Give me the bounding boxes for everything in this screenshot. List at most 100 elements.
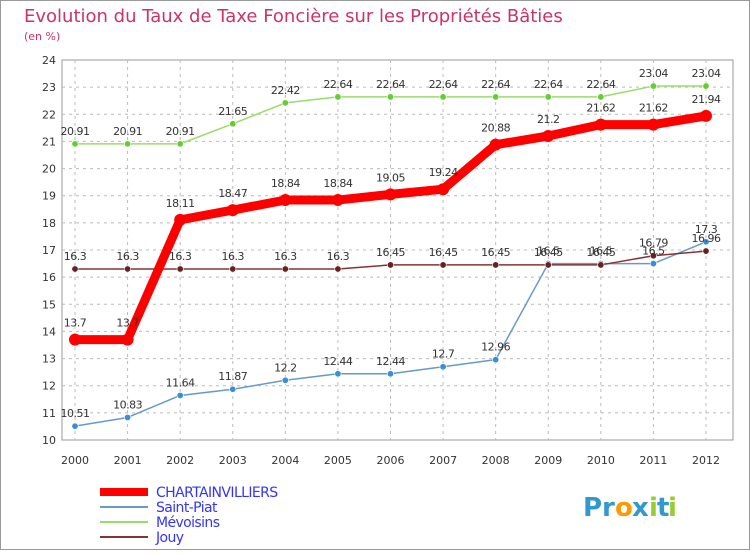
legend-label-jouy: Jouy: [155, 530, 184, 546]
data-label-chartainvilliers: 21.94: [692, 93, 721, 106]
data-label-chartainvilliers: 18.84: [271, 177, 300, 190]
data-label-mevoisins: 20.91: [61, 125, 90, 138]
chart-title: Evolution du Taux de Taxe Foncière sur l…: [24, 6, 563, 27]
data-label-chartainvilliers: 18.47: [218, 187, 247, 200]
data-label-saint-piat: 17.3: [695, 223, 718, 236]
data-label-mevoisins: 22.64: [534, 78, 563, 91]
data-label-mevoisins: 22.64: [481, 78, 510, 91]
data-point-saint-piat: [492, 356, 500, 364]
data-point-jouy: [439, 261, 447, 269]
data-point-mevoisins: [649, 82, 657, 90]
data-label-saint-piat: 10.83: [113, 398, 142, 411]
data-point-jouy: [492, 261, 500, 269]
data-label-saint-piat: 11.64: [166, 376, 195, 389]
x-tick-label: 2000: [61, 454, 89, 467]
data-label-chartainvilliers: 19.05: [376, 171, 405, 184]
data-point-chartainvilliers: [279, 194, 292, 207]
x-tick-label: 2011: [639, 454, 667, 467]
x-tick-label: 2005: [324, 454, 352, 467]
logo-letter: t: [657, 493, 669, 523]
data-point-chartainvilliers: [69, 333, 81, 346]
data-point-jouy: [597, 261, 605, 269]
data-point-saint-piat: [71, 422, 79, 430]
data-point-jouy: [649, 252, 657, 260]
data-label-mevoisins: 22.42: [271, 84, 300, 97]
x-tick-label: 2002: [166, 454, 194, 467]
data-label-saint-piat: 12.96: [481, 341, 510, 354]
logo-letter: i: [668, 493, 677, 523]
data-point-chartainvilliers: [594, 118, 607, 131]
data-label-saint-piat: 11.87: [218, 370, 247, 383]
data-label-jouy: 16.79: [639, 237, 668, 250]
data-label-jouy: 16.96: [692, 232, 721, 245]
data-point-mevoisins: [281, 99, 289, 107]
data-label-jouy: 16.45: [534, 246, 563, 259]
data-point-saint-piat: [649, 260, 657, 268]
data-label-chartainvilliers: 18.11: [166, 197, 195, 210]
y-tick-label: 23: [42, 81, 56, 94]
data-point-saint-piat: [124, 413, 132, 421]
y-tick-label: 24: [42, 54, 56, 67]
data-label-mevoisins: 21.65: [218, 105, 247, 118]
data-label-jouy: 16.45: [481, 246, 510, 259]
data-point-mevoisins: [439, 93, 447, 101]
data-label-mevoisins: 22.64: [586, 78, 615, 91]
data-point-jouy: [229, 265, 237, 273]
data-label-mevoisins: 22.64: [323, 78, 352, 91]
data-point-chartainvilliers: [647, 118, 660, 131]
data-label-mevoisins: 20.91: [166, 125, 195, 138]
x-tick-label: 2006: [377, 454, 405, 467]
data-point-mevoisins: [702, 82, 710, 90]
data-label-jouy: 16.3: [274, 250, 297, 263]
y-tick-label: 18: [42, 217, 56, 230]
data-point-chartainvilliers: [331, 194, 344, 207]
data-label-jouy: 16.3: [169, 250, 192, 263]
data-point-chartainvilliers: [121, 333, 134, 346]
x-tick-label: 2001: [114, 454, 142, 467]
data-point-mevoisins: [597, 93, 605, 101]
legend-label-saint-piat: Saint-Piat: [156, 500, 218, 516]
data-label-saint-piat: 16.5: [642, 245, 665, 258]
y-tick-label: 10: [42, 434, 56, 447]
data-label-jouy: 16.3: [222, 250, 245, 263]
legend-label-mevoisins: Mévoisins: [156, 515, 220, 531]
data-point-mevoisins: [334, 93, 342, 101]
y-tick-label: 14: [42, 325, 56, 338]
data-label-chartainvilliers: 21.62: [586, 102, 615, 115]
x-tick-label: 2004: [271, 454, 299, 467]
axis-layer: 10 11 12 13 14 15 16 17 18 19 20 21 22 23 24 2000 2001 20…: [42, 54, 720, 467]
chart-subtitle: (en %): [24, 30, 60, 43]
y-tick-label: 22: [42, 108, 56, 121]
y-tick-label: 21: [42, 135, 56, 148]
data-label-mevoisins: 20.91: [113, 125, 142, 138]
x-tick-label: 2008: [482, 454, 510, 467]
data-point-chartainvilliers: [384, 188, 397, 201]
y-tick-label: 12: [42, 380, 56, 393]
data-point-mevoisins: [386, 93, 394, 101]
data-point-jouy: [702, 247, 710, 255]
data-label-chartainvilliers: 19.24: [429, 166, 458, 179]
data-label-chartainvilliers: 20.88: [481, 122, 510, 135]
logo-letter: P: [583, 493, 602, 523]
data-point-mevoisins: [229, 120, 237, 128]
label-layer: 13.7 13.7 18.11 18.47 18.84 18.84 19.05 19.24 20…: [61, 67, 722, 420]
logo-letter: x: [632, 493, 649, 523]
data-point-jouy: [124, 265, 132, 273]
data-label-mevoisins: 23.04: [639, 67, 668, 80]
data-point-jouy: [281, 265, 289, 273]
data-label-saint-piat: 12.2: [274, 361, 297, 374]
data-label-mevoisins: 22.64: [429, 78, 458, 91]
data-point-jouy: [386, 261, 394, 269]
data-label-chartainvilliers: 21.62: [639, 102, 668, 115]
data-label-saint-piat: 12.7: [432, 348, 455, 361]
logo-letter: i: [649, 493, 658, 523]
data-point-saint-piat: [386, 370, 394, 378]
data-label-jouy: 16.3: [327, 250, 350, 263]
data-point-saint-piat: [281, 376, 289, 384]
x-tick-label: 2012: [692, 454, 720, 467]
data-point-mevoisins: [544, 93, 552, 101]
data-label-saint-piat: 16.5: [590, 245, 613, 258]
